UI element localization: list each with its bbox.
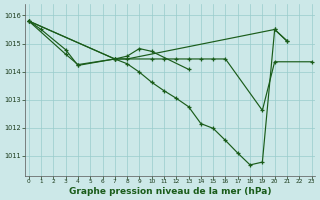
X-axis label: Graphe pression niveau de la mer (hPa): Graphe pression niveau de la mer (hPa) [69, 187, 271, 196]
